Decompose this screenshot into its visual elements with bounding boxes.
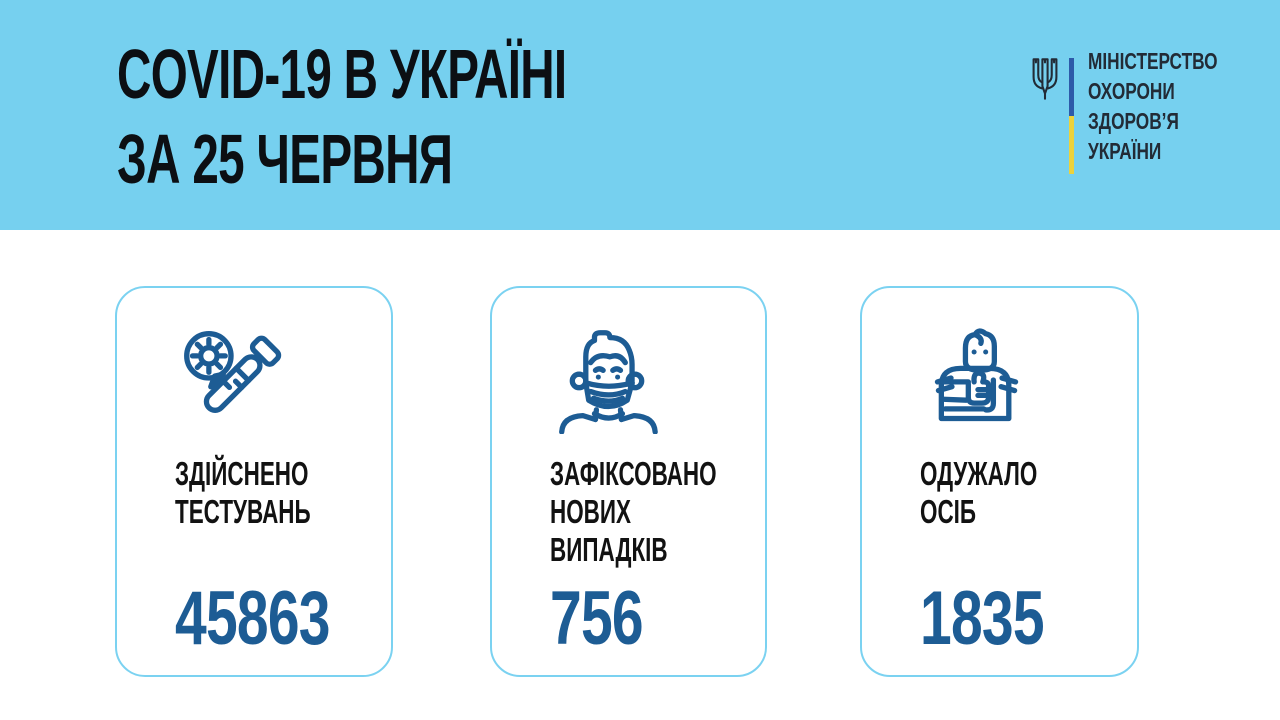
ministry-line: ЗДОРОВ’Я xyxy=(1088,108,1179,134)
masked-person-icon xyxy=(554,324,660,434)
ministry-line: ОХОРОНИ xyxy=(1088,78,1175,104)
trident-icon xyxy=(1032,58,1058,100)
card-tests: ЗДІЙСНЕНО ТЕСТУВАНЬ 45863 xyxy=(115,286,393,677)
flag-bar xyxy=(1069,58,1074,174)
recovered-person-icon xyxy=(924,324,1030,434)
testtube-virus-icon xyxy=(179,324,285,434)
card-recovered-content: ОДУЖАЛО ОСІБ 1835 xyxy=(862,288,1137,675)
card-recovered: ОДУЖАЛО ОСІБ 1835 xyxy=(860,286,1139,677)
card-tests-value: 45863 xyxy=(175,576,331,661)
title-line-2: ЗА 25 ЧЕРВНЯ xyxy=(117,120,453,198)
card-new-cases-value: 756 xyxy=(550,576,644,661)
card-recovered-label: ОДУЖАЛО ОСІБ xyxy=(920,455,1038,530)
card-new-cases-content: ЗАФІКСОВАНО НОВИХ ВИПАДКІВ 756 xyxy=(492,288,765,675)
card-new-cases: ЗАФІКСОВАНО НОВИХ ВИПАДКІВ 756 xyxy=(490,286,767,677)
card-recovered-value: 1835 xyxy=(920,576,1045,661)
ministry-line: МІНІСТЕРСТВО xyxy=(1088,48,1218,74)
banner: COVID-19 В УКРАЇНІ ЗА 25 ЧЕРВНЯ МІНІСТЕР… xyxy=(0,0,1280,230)
card-tests-label: ЗДІЙСНЕНО ТЕСТУВАНЬ xyxy=(175,455,311,530)
page-title: COVID-19 В УКРАЇНІ ЗА 25 ЧЕРВНЯ xyxy=(117,32,778,202)
ministry-name: МІНІСТЕРСТВО ОХОРОНИ ЗДОРОВ’Я УКРАЇНИ xyxy=(1088,46,1261,166)
title-line-1: COVID-19 В УКРАЇНІ xyxy=(117,35,567,113)
card-tests-content: ЗДІЙСНЕНО ТЕСТУВАНЬ 45863 xyxy=(117,288,391,675)
ministry-line: УКРАЇНИ xyxy=(1088,138,1162,164)
card-new-cases-label: ЗАФІКСОВАНО НОВИХ ВИПАДКІВ xyxy=(550,455,717,568)
